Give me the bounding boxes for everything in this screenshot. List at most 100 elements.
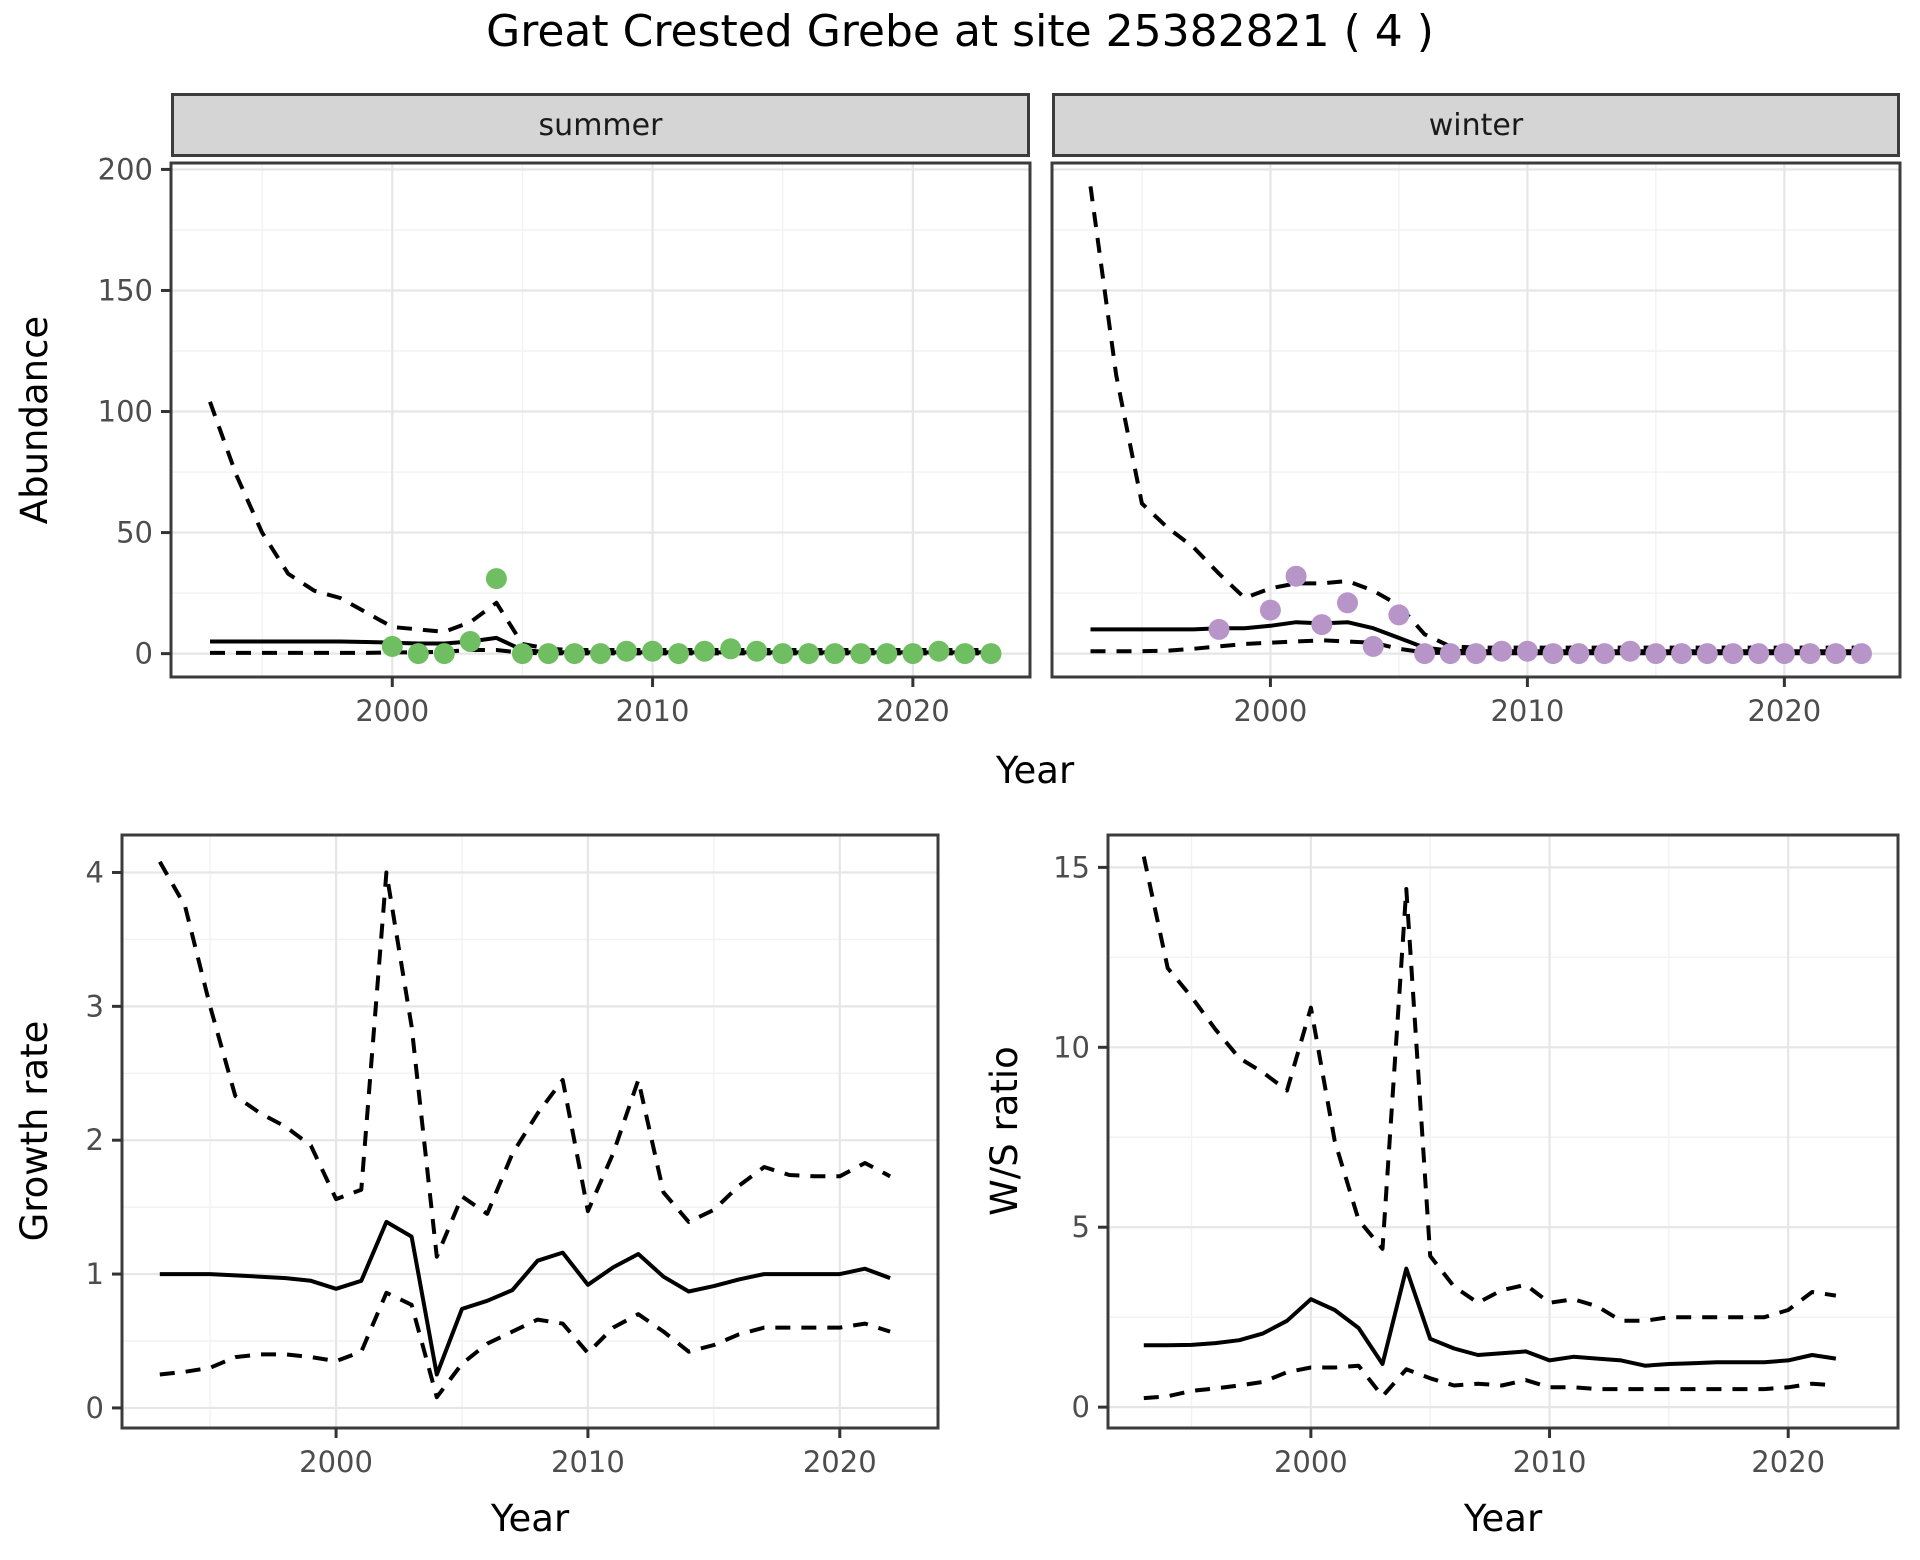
growth-rate-y-tick-label: 1 bbox=[86, 1257, 104, 1291]
ws-ratio-lower_ci-line bbox=[1143, 1363, 1837, 1401]
data-point bbox=[1362, 635, 1384, 657]
growth-rate-x-tick-label: 2020 bbox=[803, 1445, 877, 1479]
ws-ratio-x-tick-label: 2020 bbox=[1751, 1445, 1825, 1479]
data-point bbox=[1696, 643, 1718, 665]
data-point bbox=[694, 640, 716, 662]
abundance-winter-panel: 2000 2010 2020 bbox=[1050, 161, 1902, 728]
growth-rate-x-tick-label: 2010 bbox=[551, 1445, 625, 1479]
data-point bbox=[746, 640, 768, 662]
data-point bbox=[537, 643, 559, 665]
data-point bbox=[1671, 643, 1693, 665]
abundance-summer-y-tick-label: 100 bbox=[98, 395, 153, 429]
data-point bbox=[1722, 643, 1744, 665]
growth-rate-upper_ci-line bbox=[158, 860, 892, 1259]
data-point bbox=[772, 643, 794, 665]
abundance-summer-panel-background bbox=[171, 163, 1030, 677]
ws-ratio-gridlines bbox=[1108, 835, 1898, 1428]
data-point bbox=[1568, 643, 1590, 665]
growth-rate-y-tick-label: 0 bbox=[86, 1391, 104, 1425]
data-point bbox=[1414, 643, 1436, 665]
growth-rate-axis-label: Growth rate bbox=[12, 1020, 56, 1242]
data-point bbox=[433, 643, 455, 665]
growth-rate-panel: 2000 2010 2020 0 1 2 3 4 bbox=[86, 833, 940, 1479]
ws-ratio-y-tick-label: 5 bbox=[1072, 1210, 1090, 1244]
data-point bbox=[876, 643, 898, 665]
abundance-winter-panel-background bbox=[1052, 163, 1900, 677]
facet-strip-summer: summer bbox=[171, 93, 1030, 157]
data-point bbox=[590, 643, 611, 665]
data-point bbox=[1285, 565, 1307, 587]
data-point bbox=[564, 643, 585, 665]
data-point bbox=[1773, 643, 1795, 665]
abundance-summer-x-tick-label: 2020 bbox=[876, 694, 950, 728]
year-axis-label-bottom-left: Year bbox=[490, 1496, 570, 1540]
data-point bbox=[1388, 604, 1410, 626]
data-point bbox=[1594, 643, 1615, 665]
growth-rate-axis-ticks: 2000 2010 2020 0 1 2 3 4 bbox=[86, 855, 877, 1479]
data-point bbox=[1311, 614, 1333, 636]
growth-rate-median-line bbox=[159, 1219, 891, 1377]
ws-ratio-y-tick-label: 15 bbox=[1053, 850, 1090, 884]
facet-strip-summer-label: summer bbox=[538, 107, 663, 143]
data-point bbox=[1208, 618, 1230, 640]
abundance-summer-axis-ticks: 2000 2010 2020 0 50 100 150 200 bbox=[98, 152, 950, 728]
growth-rate-y-tick-label: 4 bbox=[86, 855, 104, 889]
abundance-summer-y-tick-label: 150 bbox=[98, 273, 153, 307]
data-point bbox=[1542, 643, 1564, 665]
growth-rate-y-tick-label: 3 bbox=[86, 989, 104, 1023]
data-point bbox=[511, 643, 533, 665]
data-point bbox=[616, 640, 637, 662]
figure-title: Great Crested Grebe at site 25382821 ( 4… bbox=[486, 6, 1434, 57]
abundance-summer-observed-points bbox=[381, 568, 1002, 665]
data-point bbox=[407, 643, 429, 665]
ws-ratio-x-tick-label: 2000 bbox=[1274, 1445, 1348, 1479]
data-point bbox=[668, 643, 690, 665]
data-point bbox=[954, 643, 976, 665]
ws-ratio-axis-label: W/S ratio bbox=[982, 1046, 1026, 1216]
abundance-winter-axis-ticks: 2000 2010 2020 bbox=[1234, 677, 1821, 728]
ws-ratio-upper_ci-line bbox=[1141, 856, 1837, 1323]
abundance-summer-y-tick-label: 200 bbox=[98, 152, 153, 186]
abundance-winter-observed-points bbox=[1208, 565, 1872, 665]
data-point bbox=[850, 643, 872, 665]
facet-strip-winter: winter bbox=[1052, 93, 1900, 157]
ws-ratio-x-tick-label: 2010 bbox=[1513, 1445, 1587, 1479]
data-point bbox=[1619, 640, 1641, 662]
ws-ratio-panel: 2000 2010 2020 0 5 10 15 bbox=[1053, 833, 1900, 1479]
data-point bbox=[1645, 643, 1667, 665]
ws-ratio-median-line bbox=[1143, 1266, 1837, 1368]
data-point bbox=[1516, 640, 1538, 662]
abundance-winter-x-tick-label: 2010 bbox=[1490, 694, 1564, 728]
data-point bbox=[459, 631, 481, 652]
abundance-summer-panel-border bbox=[169, 161, 1032, 679]
growth-rate-panel-border bbox=[120, 833, 940, 1430]
abundance-summer-y-tick-label: 0 bbox=[135, 637, 153, 671]
data-point bbox=[798, 643, 820, 665]
data-point bbox=[485, 568, 507, 590]
data-point bbox=[1799, 643, 1821, 665]
year-axis-label-bottom-right: Year bbox=[1463, 1496, 1543, 1540]
data-point bbox=[642, 640, 664, 662]
abundance-winter-x-tick-label: 2000 bbox=[1234, 694, 1308, 728]
data-point bbox=[1337, 592, 1358, 614]
abundance-summer-panel: 2000 2010 2020 0 50 100 150 200 bbox=[98, 152, 1032, 728]
facet-strip-winter-label: winter bbox=[1428, 107, 1524, 143]
abundance-summer-x-tick-label: 2000 bbox=[355, 694, 429, 728]
growth-rate-y-tick-label: 2 bbox=[86, 1123, 104, 1157]
ws-ratio-y-tick-label: 10 bbox=[1053, 1030, 1090, 1064]
data-point bbox=[1439, 643, 1461, 665]
data-point bbox=[1491, 640, 1513, 662]
data-point bbox=[720, 638, 742, 660]
abundance-axis-label: Abundance bbox=[12, 315, 56, 525]
ws-ratio-axis-ticks: 2000 2010 2020 0 5 10 15 bbox=[1053, 850, 1825, 1479]
growth-rate-panel-background bbox=[122, 835, 938, 1428]
growth-rate-x-tick-label: 2000 bbox=[299, 1445, 373, 1479]
year-axis-label-top: Year bbox=[995, 748, 1075, 792]
abundance-summer-x-tick-label: 2010 bbox=[616, 694, 690, 728]
data-point bbox=[980, 643, 1002, 665]
data-point bbox=[902, 643, 924, 665]
data-point bbox=[1465, 643, 1487, 665]
data-point bbox=[928, 640, 950, 662]
